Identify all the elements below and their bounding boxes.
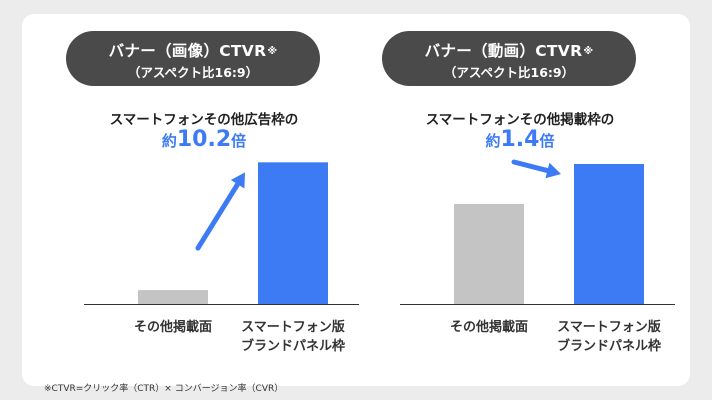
multiplier-label: 約10.2倍	[44, 127, 364, 152]
multiplier-suffix: 倍	[539, 132, 555, 150]
chart-title: バナー（画像）CTVR※	[66, 39, 320, 61]
multiplier-suffix: 倍	[231, 132, 247, 150]
category-label-line: スマートフォン版	[557, 320, 661, 335]
footnote: ※CTVR=クリック率（CTR）× コンバージョン率（CVR）	[44, 384, 284, 394]
multiplier-value: 1.4	[500, 127, 540, 152]
multiplier-prefix: 約	[485, 132, 501, 150]
category-label-line: その他掲載面	[449, 320, 528, 335]
growth-arrowhead-icon	[545, 162, 561, 179]
category-label-line: スマートフォン版	[241, 320, 345, 335]
chart-title-text: バナー（動画）CTVR	[424, 42, 583, 60]
bar-other-placements	[454, 204, 524, 304]
comparison-text: スマートフォンその他広告枠の	[109, 112, 299, 128]
chart-card: バナー（画像）CTVR※ （アスペクト比16:9） スマートフォンその他広告枠の…	[22, 14, 690, 394]
category-label-brand-panel: スマートフォン版 ブランドパネル枠	[529, 318, 689, 356]
comparison-text: スマートフォンその他掲載枠の	[425, 112, 615, 128]
bar-plot	[84, 162, 359, 305]
chart-subtitle: （アスペクト比16:9）	[127, 65, 259, 80]
growth-arrow-icon	[195, 180, 242, 251]
category-label-other: その他掲載面	[409, 318, 569, 337]
category-label-line: ブランドパネル枠	[556, 339, 661, 354]
chart-panel-video-banner: バナー（動画）CTVR※ （アスペクト比16:9） スマートフォンその他掲載枠の…	[360, 14, 680, 386]
category-label-brand-panel: スマートフォン版 ブランドパネル枠	[213, 318, 373, 356]
bar-plot	[400, 159, 675, 305]
category-label-line: ブランドパネル枠	[240, 339, 345, 354]
footnote-mark: ※	[583, 46, 594, 57]
category-label-line: その他掲載面	[133, 320, 212, 335]
bar-brand-panel	[574, 164, 644, 304]
chart-panel-image-banner: バナー（画像）CTVR※ （アスペクト比16:9） スマートフォンその他広告枠の…	[44, 14, 364, 386]
bar-brand-panel	[258, 162, 328, 304]
chart-title-badge: バナー（画像）CTVR※ （アスペクト比16:9）	[66, 31, 320, 86]
chart-subtitle: （アスペクト比16:9）	[443, 65, 575, 80]
category-label-other: その他掲載面	[93, 318, 253, 337]
chart-title-badge: バナー（動画）CTVR※ （アスペクト比16:9）	[382, 31, 636, 86]
growth-arrowhead-icon	[230, 172, 245, 189]
chart-title-text: バナー（画像）CTVR	[108, 42, 267, 60]
multiplier-label: 約1.4倍	[360, 127, 680, 152]
multiplier-value: 10.2	[176, 127, 232, 152]
footnote-mark: ※	[267, 46, 278, 57]
multiplier-prefix: 約	[161, 132, 177, 150]
bar-other-placements	[138, 290, 208, 304]
chart-title: バナー（動画）CTVR※	[382, 39, 636, 61]
growth-arrow-icon	[511, 159, 552, 174]
